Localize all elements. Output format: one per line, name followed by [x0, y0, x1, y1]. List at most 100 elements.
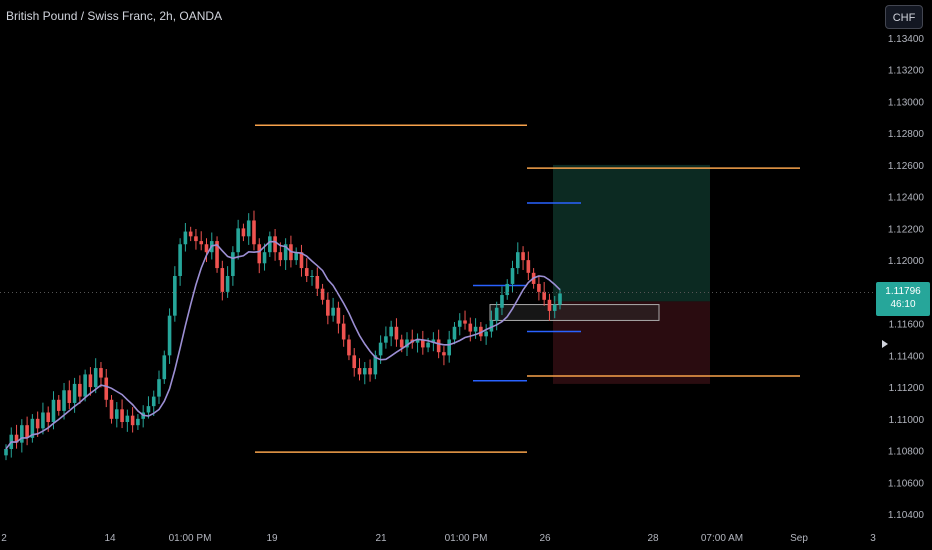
y-tick-label: 1.12600 [888, 161, 925, 172]
candle-body [326, 299, 330, 316]
candle-body [115, 409, 119, 419]
candle-body [515, 252, 520, 269]
candle-body [14, 434, 19, 443]
candle-body [194, 236, 198, 242]
candle-body [473, 326, 478, 332]
y-tick-label: 1.13200 [888, 66, 925, 77]
candle-body [4, 448, 8, 456]
candle-body [494, 307, 499, 321]
candle-body [405, 339, 409, 348]
candle-body [368, 368, 372, 375]
y-tick-label: 1.10400 [888, 510, 925, 521]
chart-title: British Pound / Swiss Franc, 2h, OANDA [6, 9, 223, 23]
y-tick-label: 1.12000 [888, 256, 925, 267]
candle-body [320, 288, 325, 300]
candle-body [347, 339, 351, 356]
candle-body [336, 307, 341, 324]
candle-body [304, 268, 309, 276]
candle-body [178, 244, 182, 276]
candle-body [162, 355, 167, 380]
x-tick-label: Sep [790, 533, 808, 544]
candle-body [67, 390, 72, 403]
candle-body [299, 252, 304, 269]
candle-body [426, 342, 430, 348]
candle-body [78, 383, 82, 397]
candle-body [294, 252, 298, 261]
candle-body [442, 352, 446, 356]
current-price-value: 1.11796 [885, 286, 921, 297]
x-tick-label: 21 [375, 533, 387, 544]
candle-body [421, 339, 425, 348]
candle-body [558, 293, 562, 305]
candle-body [83, 374, 87, 397]
moving-average-line [5, 240, 561, 450]
scroll-right-icon[interactable] [882, 340, 888, 348]
candle-body [35, 418, 40, 429]
x-tick-label: 19 [266, 533, 278, 544]
y-tick-label: 1.12800 [888, 129, 925, 140]
candle-body [188, 231, 193, 237]
bar-countdown: 46:10 [890, 299, 916, 310]
candle-body [157, 379, 161, 397]
y-tick-label: 1.10600 [888, 478, 925, 489]
y-tick-label: 1.13000 [888, 97, 925, 108]
y-tick-label: 1.12200 [888, 224, 925, 235]
x-tick-label: 01:00 PM [169, 533, 212, 544]
candle-body [526, 260, 531, 273]
candle-body [394, 326, 399, 340]
y-tick-label: 1.10800 [888, 447, 925, 458]
currency-button[interactable]: CHF [885, 5, 923, 29]
price-axis: 1.13400 1.13200 1.13000 1.12800 1.12600 1.124… [888, 34, 925, 521]
candle-body [25, 425, 29, 438]
y-tick-label: 1.12400 [888, 193, 925, 204]
candle-body [431, 339, 436, 343]
position-zones [489, 164, 710, 384]
candle-body [252, 220, 256, 245]
candle-body [246, 220, 251, 237]
candle-body [547, 299, 552, 311]
candle-body [484, 331, 488, 337]
x-tick-label: 2 [1, 533, 7, 544]
candle-body [136, 418, 140, 426]
candle-body [457, 320, 462, 327]
x-tick-label: 26 [539, 533, 551, 544]
candle-body [268, 236, 272, 253]
candle-body [56, 399, 61, 411]
candle-body [521, 252, 525, 261]
candle-body [20, 425, 24, 443]
candle-body [204, 244, 209, 253]
candle-body [468, 323, 473, 332]
x-tick-label: 28 [647, 533, 659, 544]
candle-body [331, 307, 335, 316]
candle-body [30, 418, 35, 438]
candle-body [352, 355, 357, 369]
y-tick-label: 1.11200 [889, 383, 925, 394]
profit-zone [553, 164, 710, 302]
candle-body [62, 390, 66, 411]
candle-body [146, 406, 151, 413]
candle-body [120, 409, 124, 423]
y-tick-label: 1.11400 [889, 351, 925, 362]
candle-body [167, 315, 172, 356]
candle-body [384, 336, 388, 343]
candle-body [310, 276, 314, 277]
candle-body [357, 368, 362, 375]
candle-body [399, 339, 404, 348]
candle-body [436, 339, 441, 353]
candle-body [552, 304, 557, 311]
candle-body [463, 320, 467, 324]
candle-body [241, 228, 246, 237]
candle-body [199, 241, 204, 245]
candle-body [283, 244, 288, 261]
candle-body [510, 268, 515, 284]
candle-body [215, 241, 219, 269]
candle-body [278, 252, 283, 261]
candle-body [542, 291, 546, 300]
candle-body [447, 339, 451, 356]
candle-body [341, 323, 346, 340]
candle-body [99, 368, 103, 378]
candle-body [273, 236, 277, 253]
candle-body [236, 228, 240, 253]
x-tick-label: 07:00 AM [701, 533, 743, 544]
